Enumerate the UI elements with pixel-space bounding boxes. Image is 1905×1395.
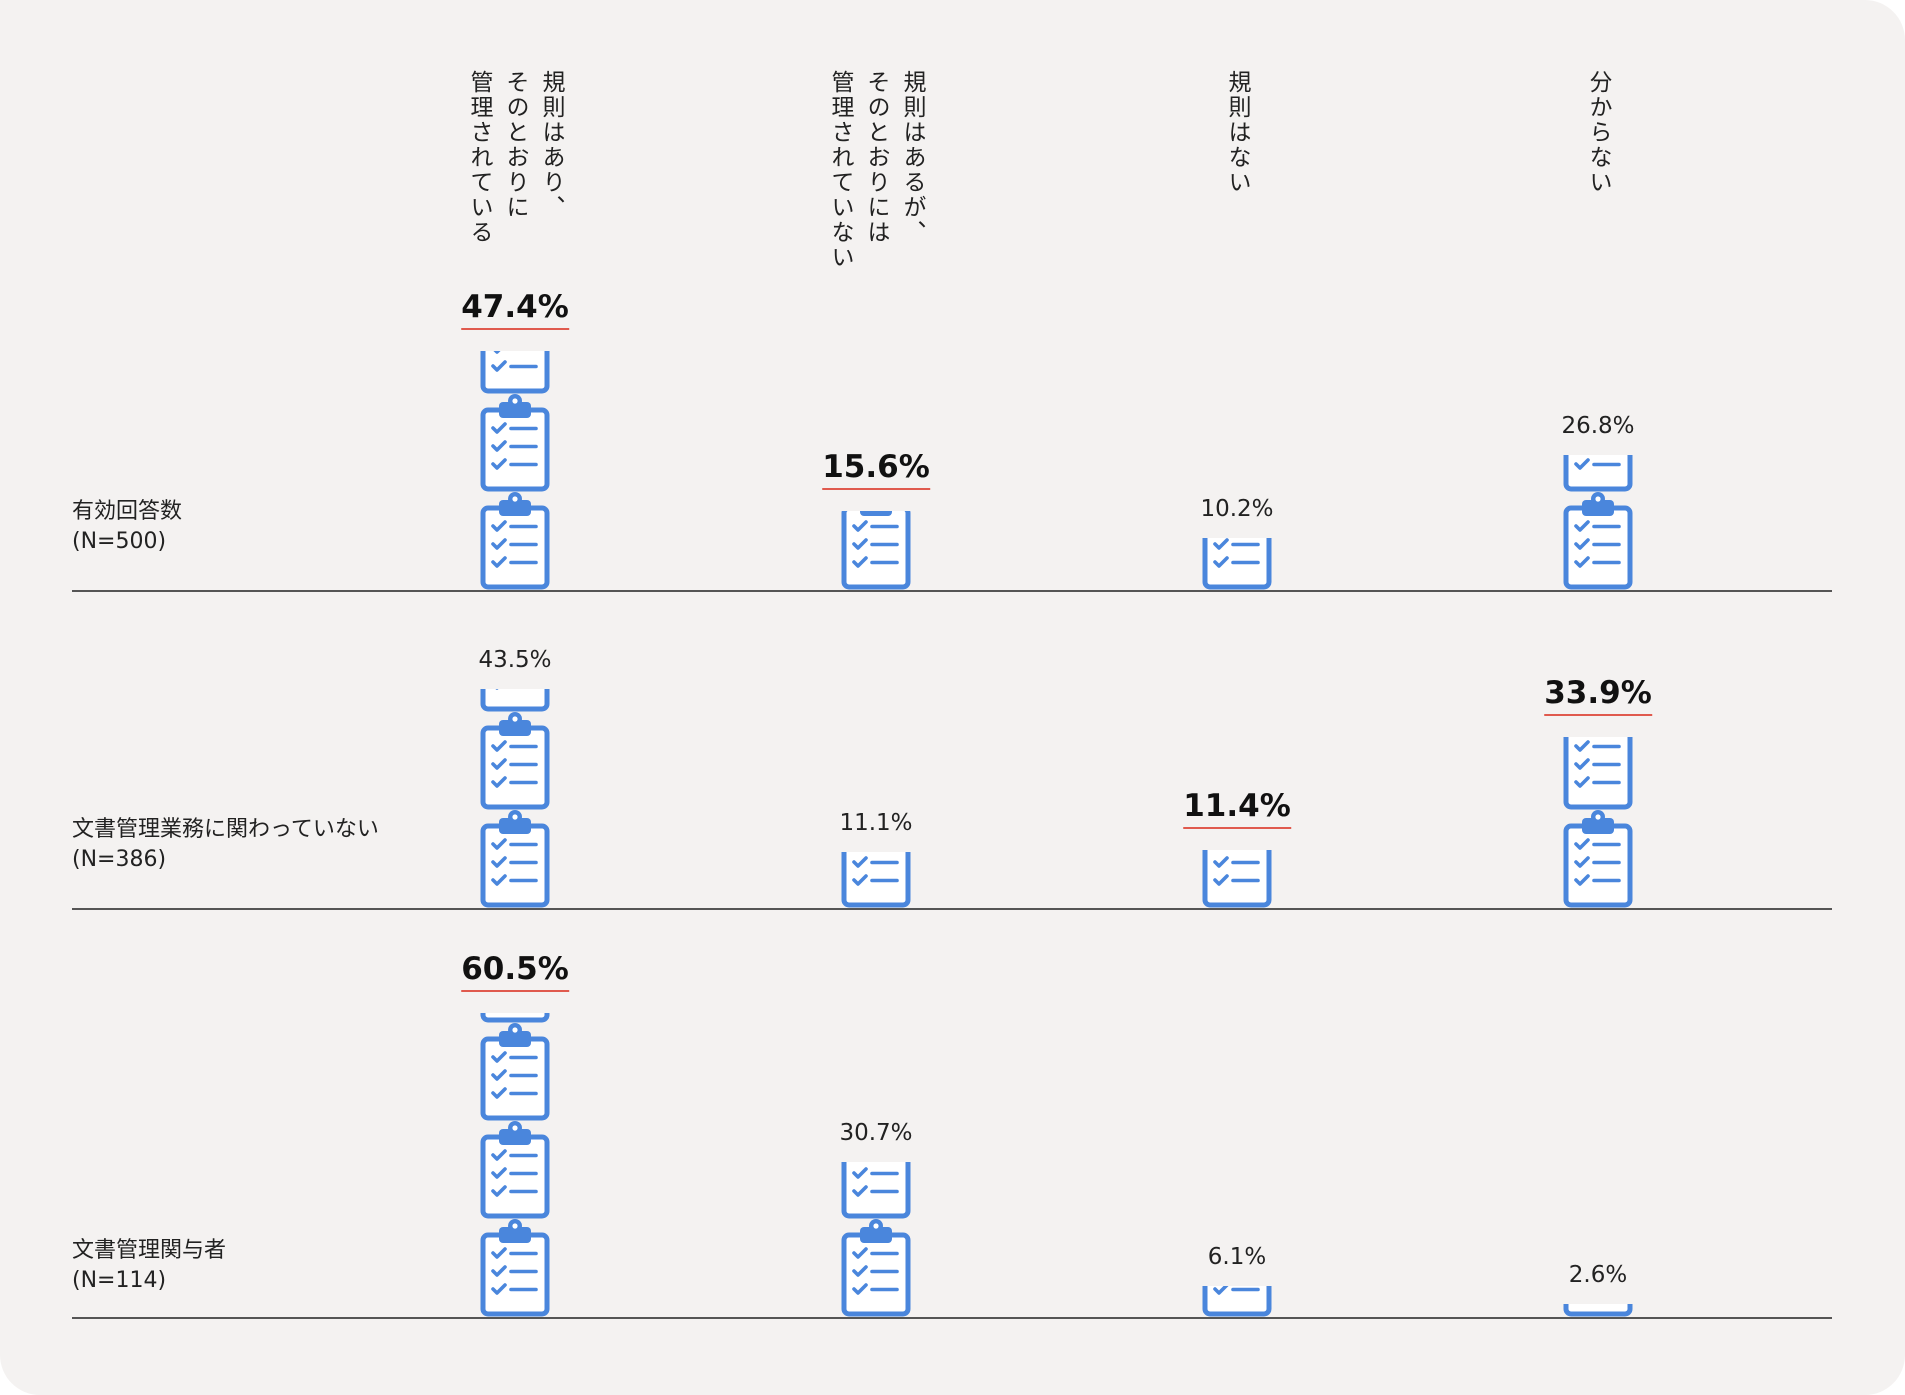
column-header-4: 分からない: [1585, 70, 1611, 195]
clipboard-checklist-icon: [1202, 538, 1272, 590]
row-baseline-2: [72, 908, 1832, 910]
pictograph-stack-r2-c4: [1563, 0, 1633, 908]
pictograph-stack-r3-c4: [1563, 0, 1633, 1317]
column-header-2: 規則はあるが、 そのとおりには 管理されていない: [827, 70, 925, 270]
clipboard-checklist-icon: [480, 689, 550, 712]
clipboard-checklist-icon: [480, 491, 550, 590]
row-sample-size: (N=500): [72, 529, 167, 554]
clipboard-checklist-icon: [841, 1218, 911, 1317]
clipboard-checklist-icon: [1202, 1286, 1272, 1317]
value-label-r3-c4: 2.6%: [1568, 1262, 1628, 1288]
clipboard-checklist-icon: [480, 393, 550, 492]
clipboard-checklist-icon: [1563, 737, 1633, 810]
value-label-r1-c1: 47.4%: [461, 289, 569, 330]
clipboard-checklist-icon: [480, 351, 550, 394]
column-header-1: 規則はあり、 そのとおりに 管理されている: [466, 70, 564, 245]
pictograph-stack-r2-c2: [841, 0, 911, 908]
value-label-r3-c1: 60.5%: [461, 951, 569, 992]
row-label-1: 有効回答数 (N=500): [72, 497, 182, 557]
row-label-text: 文書管理関与者: [72, 1238, 227, 1263]
clipboard-checklist-icon: [841, 852, 911, 908]
value-label-r1-c4: 26.8%: [1561, 413, 1635, 439]
row-label-3: 文書管理関与者 (N=114): [72, 1236, 226, 1296]
row-baseline-1: [72, 590, 1832, 592]
pictograph-stack-r3-c3: [1202, 0, 1272, 1317]
value-label-r2-c1: 43.5%: [478, 647, 552, 673]
value-label-r1-c3: 10.2%: [1200, 496, 1274, 522]
column-header-3: 規則はない: [1224, 70, 1250, 195]
pictograph-stack-r1-c2: [841, 0, 911, 590]
value-label-r2-c2: 11.1%: [839, 810, 913, 836]
row-sample-size: (N=386): [72, 847, 167, 872]
pictograph-stack-r1-c3: [1202, 0, 1272, 590]
clipboard-checklist-icon: [841, 1162, 911, 1219]
row-sample-size: (N=114): [72, 1268, 167, 1293]
clipboard-checklist-icon: [1563, 491, 1633, 590]
clipboard-checklist-icon: [1563, 809, 1633, 908]
row-label-text: 有効回答数: [72, 499, 183, 524]
pictograph-stack-r1-c1: [480, 0, 550, 590]
clipboard-checklist-icon: [480, 809, 550, 908]
pictograph-stack-r1-c4: [1563, 0, 1633, 590]
clipboard-checklist-icon: [480, 1013, 550, 1023]
clipboard-checklist-icon: [480, 1218, 550, 1317]
clipboard-checklist-icon: [1563, 1304, 1633, 1317]
pictograph-stack-r3-c2: [841, 0, 911, 1317]
value-label-r2-c3: 11.4%: [1183, 788, 1291, 829]
row-label-text: 文書管理業務に関わっていない: [72, 817, 379, 842]
clipboard-checklist-icon: [1202, 850, 1272, 908]
row-baseline-3: [72, 1317, 1832, 1319]
row-label-2: 文書管理業務に関わっていない (N=386): [72, 815, 379, 875]
clipboard-checklist-icon: [480, 1022, 550, 1121]
value-label-r3-c2: 30.7%: [839, 1120, 913, 1146]
pictograph-stack-r3-c1: [480, 0, 550, 1317]
pictograph-stack-r2-c3: [1202, 0, 1272, 908]
value-label-r1-c2: 15.6%: [822, 449, 930, 490]
clipboard-checklist-icon: [1563, 455, 1633, 492]
clipboard-checklist-icon: [841, 511, 911, 590]
value-label-r3-c3: 6.1%: [1207, 1244, 1267, 1270]
value-label-r2-c4: 33.9%: [1544, 675, 1652, 716]
clipboard-checklist-icon: [480, 1120, 550, 1219]
pictograph-stack-r2-c1: [480, 0, 550, 908]
clipboard-checklist-icon: [480, 711, 550, 810]
